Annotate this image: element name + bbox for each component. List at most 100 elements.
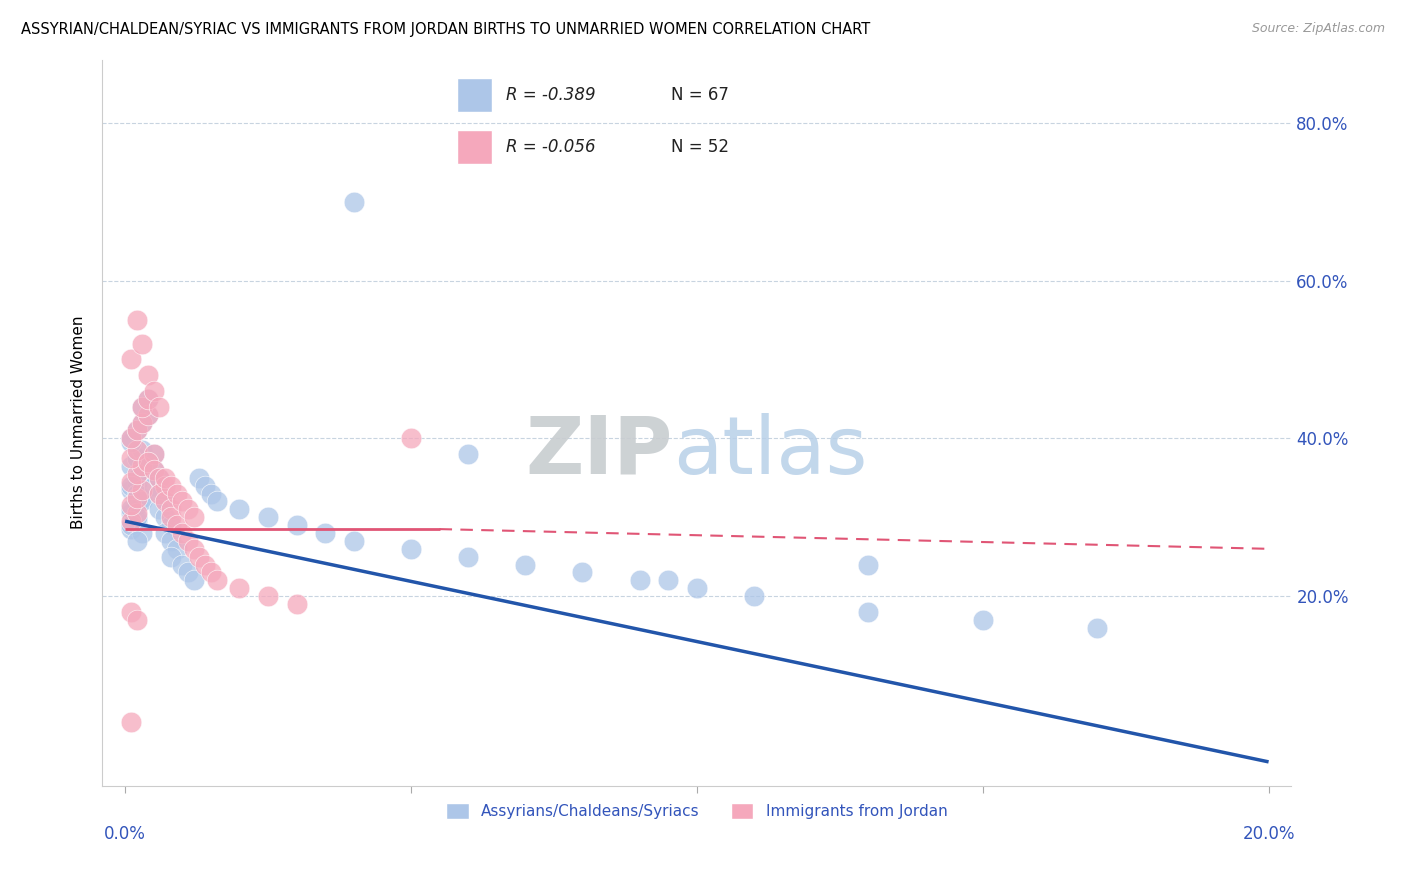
Point — [120, 458, 142, 473]
Point — [120, 506, 142, 520]
Point — [142, 447, 165, 461]
Point — [148, 502, 170, 516]
Point — [457, 549, 479, 564]
Point — [183, 574, 205, 588]
Point — [200, 486, 222, 500]
Point — [314, 526, 336, 541]
Point — [166, 541, 188, 556]
Point — [153, 479, 176, 493]
Point — [125, 451, 148, 466]
Point — [972, 613, 994, 627]
Point — [153, 510, 176, 524]
Point — [131, 400, 153, 414]
Point — [628, 574, 651, 588]
Point — [136, 455, 159, 469]
Point — [131, 467, 153, 481]
Point — [686, 582, 709, 596]
Point — [858, 605, 880, 619]
Point — [285, 597, 308, 611]
Point — [120, 451, 142, 466]
Point — [136, 368, 159, 383]
Point — [172, 494, 194, 508]
Point — [131, 416, 153, 430]
Point — [188, 549, 211, 564]
Point — [228, 502, 250, 516]
Point — [131, 526, 153, 541]
Point — [205, 574, 228, 588]
Point — [131, 400, 153, 414]
Point — [120, 514, 142, 528]
Point — [120, 435, 142, 450]
Point — [120, 431, 142, 445]
Point — [177, 566, 200, 580]
Text: R = -0.056: R = -0.056 — [506, 138, 596, 156]
Point — [120, 483, 142, 497]
Point — [120, 499, 142, 513]
Point — [125, 424, 148, 438]
Point — [136, 455, 159, 469]
Point — [120, 502, 142, 516]
Point — [125, 613, 148, 627]
Point — [125, 506, 148, 520]
Point — [125, 475, 148, 489]
Point — [120, 518, 142, 533]
Point — [148, 471, 170, 485]
Point — [125, 486, 148, 500]
Text: atlas: atlas — [673, 413, 868, 491]
Point — [515, 558, 537, 572]
Point — [159, 502, 181, 516]
Point — [131, 458, 153, 473]
Point — [571, 566, 593, 580]
Point — [153, 471, 176, 485]
Point — [131, 483, 153, 497]
Point — [120, 715, 142, 730]
Point — [257, 589, 280, 603]
Point — [148, 400, 170, 414]
Point — [159, 479, 181, 493]
Point — [125, 424, 148, 438]
Point — [153, 494, 176, 508]
Point — [136, 392, 159, 406]
Point — [125, 471, 148, 485]
Point — [257, 510, 280, 524]
Text: 0.0%: 0.0% — [104, 825, 146, 844]
Point — [343, 194, 366, 209]
Point — [148, 471, 170, 485]
Text: N = 52: N = 52 — [671, 138, 730, 156]
Point — [183, 510, 205, 524]
Point — [148, 486, 170, 500]
Point — [159, 549, 181, 564]
Point — [142, 479, 165, 493]
Point — [194, 479, 217, 493]
Point — [183, 541, 205, 556]
Point — [125, 514, 148, 528]
Bar — [457, 78, 492, 112]
Point — [125, 443, 148, 458]
Point — [131, 443, 153, 458]
Point — [120, 352, 142, 367]
Point — [131, 491, 153, 505]
Point — [120, 605, 142, 619]
Point — [120, 431, 142, 445]
Point — [131, 416, 153, 430]
Point — [136, 408, 159, 422]
Point — [172, 526, 194, 541]
Point — [177, 502, 200, 516]
Point — [131, 336, 153, 351]
Point — [399, 431, 422, 445]
Point — [194, 558, 217, 572]
Point — [120, 475, 142, 489]
Bar — [457, 129, 492, 164]
Point — [125, 533, 148, 548]
Point — [148, 486, 170, 500]
Text: Source: ZipAtlas.com: Source: ZipAtlas.com — [1251, 22, 1385, 36]
Y-axis label: Births to Unmarried Women: Births to Unmarried Women — [72, 316, 86, 529]
Point — [120, 479, 142, 493]
Point — [858, 558, 880, 572]
Point — [166, 486, 188, 500]
Point — [200, 566, 222, 580]
Text: 20.0%: 20.0% — [1243, 825, 1295, 844]
Point — [742, 589, 765, 603]
Point — [153, 494, 176, 508]
Point — [188, 471, 211, 485]
